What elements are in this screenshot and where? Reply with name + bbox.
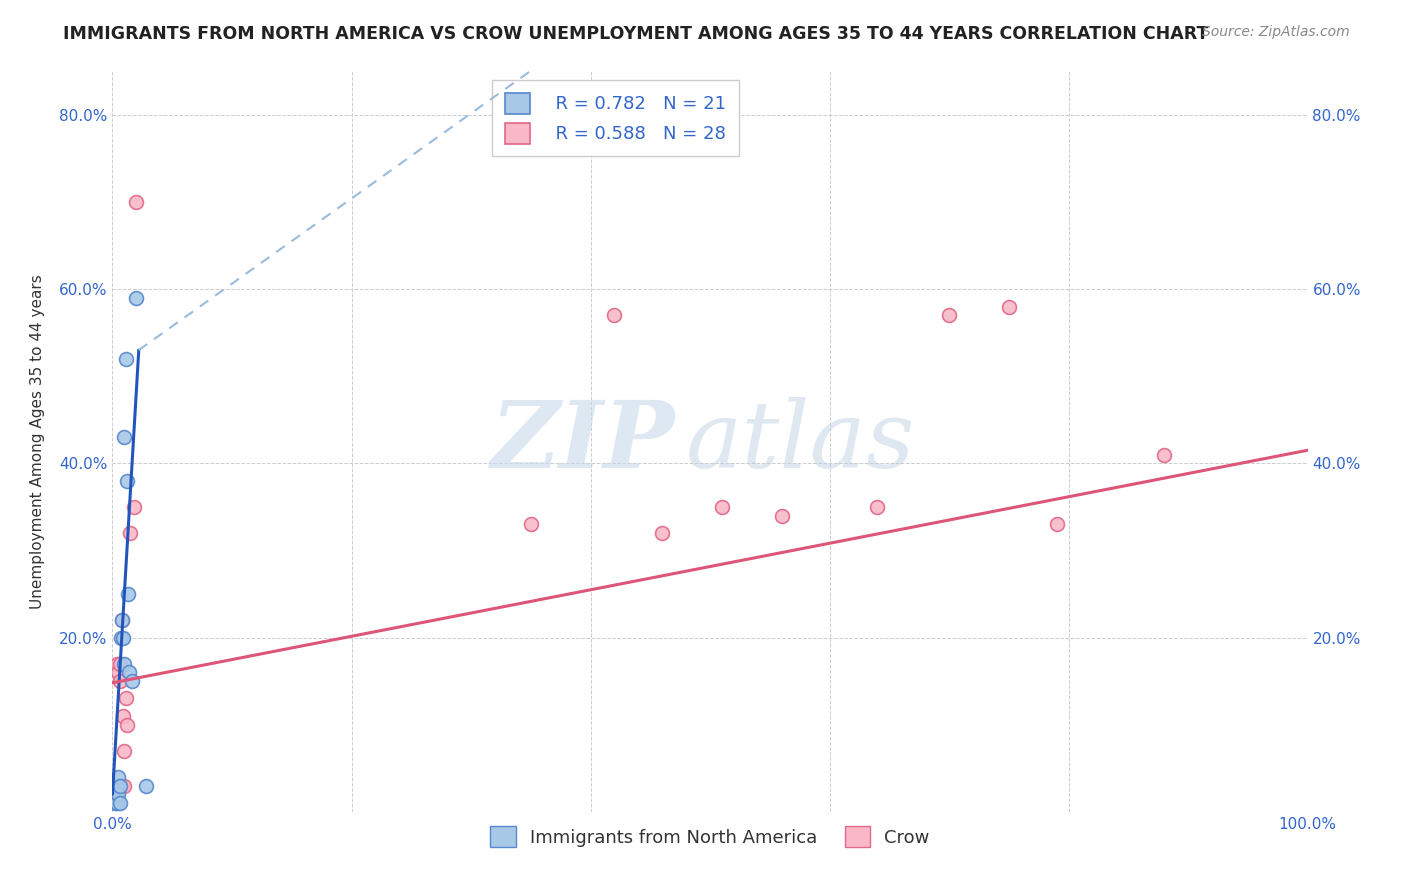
Point — [108, 796, 131, 810]
Point — [520, 517, 543, 532]
Point — [114, 779, 135, 793]
Point — [866, 500, 889, 514]
Point — [108, 779, 131, 793]
Legend: Immigrants from North America, Crow: Immigrants from North America, Crow — [484, 819, 936, 855]
Point — [114, 351, 136, 366]
Point — [135, 779, 157, 793]
Point — [770, 508, 793, 523]
Point — [105, 787, 128, 801]
Point — [114, 691, 136, 706]
Point — [107, 787, 129, 801]
Point — [121, 674, 143, 689]
Point — [122, 500, 145, 514]
Point — [111, 613, 134, 627]
Text: Source: ZipAtlas.com: Source: ZipAtlas.com — [1202, 25, 1350, 39]
Point — [105, 787, 128, 801]
Point — [105, 787, 128, 801]
Point — [105, 779, 128, 793]
Point — [114, 744, 135, 758]
Point — [115, 717, 138, 731]
Point — [112, 709, 135, 723]
Text: atlas: atlas — [686, 397, 915, 486]
Point — [938, 308, 960, 322]
Point — [125, 194, 148, 209]
Point — [118, 665, 141, 680]
Point — [104, 787, 127, 801]
Point — [108, 674, 131, 689]
Point — [117, 587, 139, 601]
Point — [1046, 517, 1069, 532]
Point — [108, 657, 131, 671]
Point — [711, 500, 734, 514]
Point — [111, 613, 134, 627]
Point — [125, 291, 148, 305]
Point — [107, 665, 129, 680]
Point — [651, 526, 673, 541]
Point — [114, 657, 135, 671]
Point — [114, 430, 135, 444]
Point — [110, 631, 132, 645]
Point — [112, 631, 135, 645]
Point — [998, 300, 1021, 314]
Point — [110, 779, 132, 793]
Point — [105, 796, 128, 810]
Text: IMMIGRANTS FROM NORTH AMERICA VS CROW UNEMPLOYMENT AMONG AGES 35 TO 44 YEARS COR: IMMIGRANTS FROM NORTH AMERICA VS CROW UN… — [63, 25, 1209, 43]
Point — [1153, 448, 1175, 462]
Point — [115, 474, 138, 488]
Point — [603, 308, 626, 322]
Point — [107, 779, 129, 793]
Point — [120, 526, 142, 541]
Point — [104, 796, 127, 810]
Y-axis label: Unemployment Among Ages 35 to 44 years: Unemployment Among Ages 35 to 44 years — [31, 274, 45, 609]
Point — [105, 779, 128, 793]
Point — [107, 770, 129, 784]
Point — [105, 657, 128, 671]
Text: ZIP: ZIP — [489, 397, 675, 486]
